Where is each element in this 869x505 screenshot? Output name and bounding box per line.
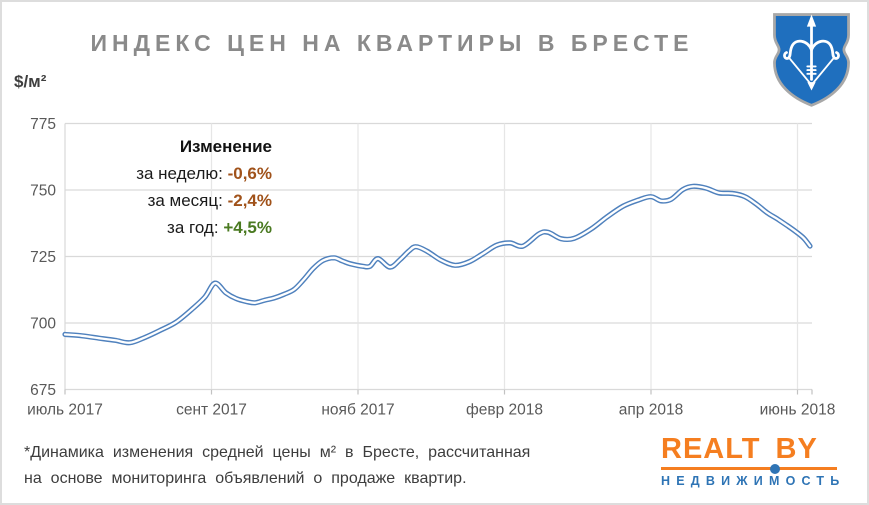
- annotation-row-month: за месяц: -2,4%: [42, 187, 272, 214]
- realt-by-logo: REALT BY НЕДВИЖИМОСТЬ: [661, 434, 851, 488]
- arrow-head: [806, 14, 817, 27]
- price-index-line-chart: 775 750 725 700 675 июль 2017 сент 2017 нояб 20…: [27, 116, 836, 419]
- x-axis-label: сент 2017: [176, 402, 247, 419]
- logo-underline: [661, 463, 837, 474]
- logo-dot: [770, 463, 780, 474]
- month-change-value: -2,4%: [227, 191, 272, 210]
- price-line-inner: [63, 185, 812, 344]
- month-change-label: за месяц:: [147, 191, 223, 210]
- logo-tagline: НЕДВИЖИМОСТЬ: [661, 474, 846, 488]
- bow-right-limb: [810, 39, 840, 60]
- change-annotation: Изменение за неделю: -0,6% за месяц: -2,…: [42, 133, 272, 241]
- x-axis-label: нояб 2017: [321, 402, 394, 419]
- y-axis-label: 725: [30, 249, 56, 266]
- y-axis-label: 750: [30, 183, 56, 200]
- footnote-line-1: *Динамика изменения средней цены м² в Бр…: [24, 444, 531, 461]
- week-change-value: -0,6%: [227, 164, 272, 183]
- year-change-label: за год:: [167, 218, 219, 237]
- y-axis-label: 775: [30, 116, 56, 133]
- annotation-row-week: за неделю: -0,6%: [42, 160, 272, 187]
- y-axis-label: 700: [30, 316, 56, 333]
- x-axis-label: февр 2018: [466, 402, 543, 419]
- year-change-value: +4,5%: [223, 218, 272, 237]
- bow-left-limb: [783, 39, 813, 60]
- footnote-line-2: на основе мониторинга объявлений о прода…: [24, 470, 467, 487]
- logo-realt-text: REALT: [661, 433, 761, 465]
- bow-and-arrow-icon: [783, 14, 840, 91]
- footnote: *Динамика изменения средней цены м² в Бр…: [24, 440, 649, 492]
- page-title: ИНДЕКС ЦЕН НА КВАРТИРЫ В БРЕСТЕ: [90, 30, 694, 56]
- annotation-title: Изменение: [179, 137, 272, 156]
- brest-coat-of-arms: [773, 13, 850, 107]
- arrow-nock: [807, 82, 816, 91]
- week-change-label: за неделю:: [136, 164, 223, 183]
- annotation-row-year: за год: +4,5%: [42, 214, 272, 241]
- y-axis-label: 675: [30, 382, 56, 399]
- x-axis-label: апр 2018: [619, 402, 683, 419]
- x-axis-label: июль 2017: [27, 402, 103, 419]
- logo-by-text: BY: [775, 433, 818, 465]
- x-axis-label: июнь 2018: [760, 402, 836, 419]
- logo-wordmark: REALT BY: [661, 434, 851, 464]
- arrow-fletching: [806, 65, 817, 75]
- y-axis-unit-label: $/м²: [14, 72, 47, 91]
